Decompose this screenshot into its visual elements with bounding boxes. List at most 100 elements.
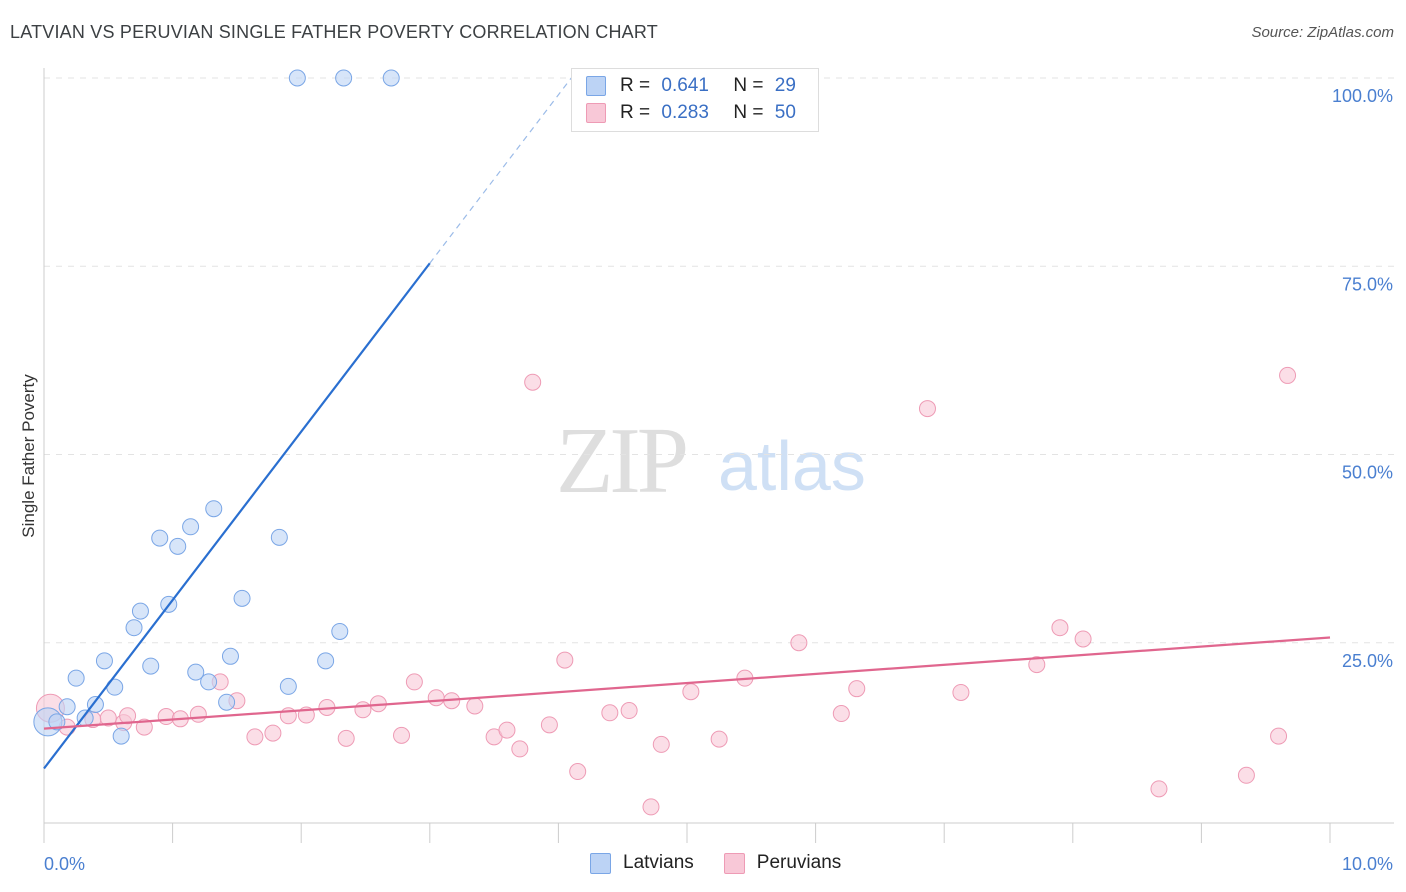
peruvian-point bbox=[189, 705, 207, 723]
latvian-point bbox=[331, 622, 349, 640]
peruvian-swatch bbox=[586, 103, 606, 123]
y-axis-label: Single Father Poverty bbox=[19, 374, 38, 538]
y-tick-label: 50.0% bbox=[1342, 463, 1393, 483]
latvian-legend-swatch bbox=[590, 852, 611, 874]
peruvian-point bbox=[246, 728, 264, 746]
latvian-trend-extension bbox=[429, 77, 572, 264]
peruvian-point bbox=[524, 373, 542, 391]
latvian-point bbox=[200, 673, 218, 691]
legend-row-peruvians: R = 0.283 N = 50 bbox=[586, 101, 796, 125]
latvian-point bbox=[58, 698, 76, 716]
peruvian-point bbox=[1237, 766, 1255, 784]
legend-r-label: R = bbox=[620, 75, 651, 96]
peruvian-point bbox=[832, 705, 850, 723]
peruvian-point bbox=[556, 651, 574, 669]
peruvian-point bbox=[135, 718, 153, 736]
latvian-point bbox=[187, 663, 205, 681]
peruvian-point bbox=[710, 730, 728, 748]
peruvian-point bbox=[1051, 619, 1069, 637]
legend-n-label: N = bbox=[733, 75, 764, 96]
watermark: ZIP atlas bbox=[556, 409, 866, 513]
peruvian-point bbox=[354, 701, 372, 719]
latvian-point bbox=[335, 69, 353, 87]
latvian-point bbox=[317, 652, 335, 670]
peruvian-legend-swatch bbox=[723, 852, 745, 874]
latvian-point bbox=[169, 537, 187, 555]
peruvian-point bbox=[264, 724, 282, 742]
latvian-point bbox=[86, 695, 104, 713]
peruvian-point bbox=[1279, 366, 1297, 384]
latvian-point bbox=[270, 528, 288, 546]
legend-n-value-latvians: 29 bbox=[774, 75, 796, 96]
latvian-point bbox=[233, 589, 251, 607]
latvian-point bbox=[382, 69, 400, 87]
y-tick-label: 100.0% bbox=[1332, 86, 1393, 106]
latvian-point bbox=[151, 529, 169, 547]
x-tick-label: 0.0% bbox=[44, 854, 85, 874]
trend-lines bbox=[43, 77, 1331, 770]
latvian-point bbox=[48, 713, 66, 731]
peruvian-point bbox=[1150, 780, 1168, 798]
peruvian-point bbox=[918, 400, 936, 418]
latvian-point bbox=[142, 657, 160, 675]
legend-row-latvians: R = 0.641 N = 29 bbox=[586, 74, 796, 98]
legend-item-latvians[interactable]: Latvians bbox=[590, 852, 694, 874]
tick-labels: 25.0% 50.0% 75.0% 100.0% 0.0% 10.0% bbox=[44, 86, 1393, 874]
latvian-point bbox=[67, 669, 85, 687]
legend-item-peruvians[interactable]: Peruvians bbox=[723, 852, 842, 874]
y-tick-label: 25.0% bbox=[1342, 651, 1393, 671]
peruvian-point bbox=[569, 763, 587, 781]
peruvian-point bbox=[1270, 727, 1288, 745]
peruvian-point bbox=[601, 704, 619, 722]
peruvian-point bbox=[848, 680, 866, 698]
x-tick-label: 10.0% bbox=[1342, 854, 1393, 874]
latvian-point bbox=[95, 652, 113, 670]
legend-n-label: N = bbox=[733, 102, 764, 123]
peruvian-point bbox=[652, 735, 670, 753]
legend-n-value-peruvians: 50 bbox=[774, 102, 796, 123]
stats-legend: R = 0.641 N = 29 R = 0.283 N = 50 bbox=[571, 68, 819, 132]
latvian-point bbox=[221, 647, 239, 665]
peruvian-point bbox=[511, 740, 529, 758]
latvian-point bbox=[112, 727, 130, 745]
peruvian-point bbox=[952, 683, 970, 701]
peruvian-point bbox=[1074, 630, 1092, 648]
series-legend: Latvians Peruvians bbox=[590, 852, 871, 874]
peruvian-point bbox=[620, 702, 638, 720]
peruvian-point bbox=[337, 729, 355, 747]
peruvian-point bbox=[540, 716, 558, 734]
latvian-point bbox=[125, 619, 143, 637]
legend-label-latvians: Latvians bbox=[623, 852, 694, 873]
peruvian-point bbox=[119, 707, 137, 725]
peruvian-point bbox=[99, 709, 117, 727]
peruvian-point bbox=[790, 634, 808, 652]
latvian-trend-line bbox=[43, 262, 431, 770]
latvian-swatch bbox=[586, 76, 606, 96]
grid bbox=[44, 77, 1394, 644]
legend-r-value-latvians: 0.641 bbox=[661, 75, 709, 96]
peruvian-point bbox=[393, 726, 411, 744]
peruvian-point bbox=[642, 798, 660, 816]
latvian-points bbox=[33, 69, 400, 745]
legend-label-peruvians: Peruvians bbox=[756, 852, 842, 873]
peruvian-point bbox=[1028, 656, 1046, 674]
watermark-zip: ZIP bbox=[556, 409, 686, 513]
peruvian-point bbox=[405, 673, 423, 691]
peruvian-trend-line bbox=[43, 636, 1331, 730]
peruvian-point bbox=[498, 721, 516, 739]
chart-title: LATVIAN VS PERUVIAN SINGLE FATHER POVERT… bbox=[10, 22, 658, 42]
latvian-point bbox=[131, 602, 149, 620]
peruvian-point bbox=[427, 689, 445, 707]
latvian-point bbox=[205, 500, 223, 518]
y-tick-label: 75.0% bbox=[1342, 274, 1393, 294]
peruvian-point bbox=[466, 697, 484, 715]
latvian-point bbox=[218, 693, 236, 711]
latvian-point bbox=[279, 677, 297, 695]
legend-r-label: R = bbox=[620, 102, 651, 123]
latvian-point bbox=[182, 518, 200, 536]
latvian-point bbox=[288, 69, 306, 87]
source-label: Source: ZipAtlas.com bbox=[1251, 24, 1394, 41]
peruvian-point bbox=[682, 683, 700, 701]
peruvian-point bbox=[157, 708, 175, 726]
